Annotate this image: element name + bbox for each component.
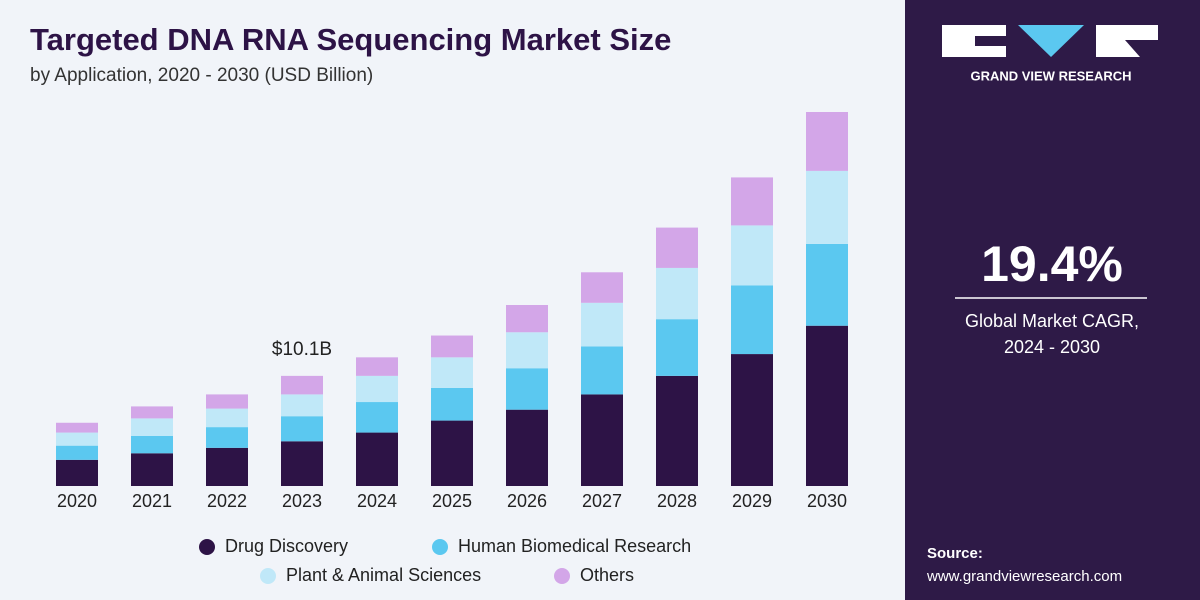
legend-label: Others — [580, 565, 634, 585]
bar-segment — [731, 225, 773, 286]
logo-v — [1018, 25, 1084, 57]
bar-segment — [431, 357, 473, 388]
bar-segment — [656, 267, 698, 320]
x-tick-label: 2021 — [132, 491, 172, 511]
bar-segment — [56, 459, 98, 486]
bar-segment — [281, 394, 323, 417]
legend-marker — [199, 539, 215, 555]
legend-label: Plant & Animal Sciences — [286, 565, 481, 585]
bar-segment — [506, 332, 548, 369]
bar-segment — [206, 394, 248, 409]
bar-segment — [206, 427, 248, 448]
bar-segment — [131, 453, 173, 486]
legend-marker — [554, 568, 570, 584]
bar-segment — [731, 285, 773, 355]
source-url: www.grandviewresearch.com — [926, 568, 1122, 585]
bar-segment — [206, 408, 248, 428]
source-title: Source: — [927, 545, 983, 562]
x-tick-label: 2026 — [507, 491, 547, 511]
chart-subtitle: by Application, 2020 - 2030 (USD Billion… — [30, 65, 373, 86]
brand-name: GRAND VIEW RESEARCH — [970, 68, 1131, 83]
x-tick-label: 2025 — [432, 491, 472, 511]
x-tick-label: 2023 — [282, 491, 322, 511]
bar-segment — [206, 447, 248, 486]
bar-segment — [656, 319, 698, 376]
bar-segment — [431, 387, 473, 421]
bar-segment — [356, 375, 398, 403]
bar-segment — [731, 354, 773, 486]
bar-segment — [581, 394, 623, 486]
x-tick-label: 2030 — [807, 491, 847, 511]
x-tick-label: 2020 — [57, 491, 97, 511]
bar-segment — [656, 227, 698, 268]
x-tick-label: 2028 — [657, 491, 697, 511]
logo-r-cut — [1125, 40, 1158, 57]
bar-segment — [281, 375, 323, 395]
logo: GRAND VIEW RESEARCH — [942, 25, 1158, 83]
bar-segment — [356, 357, 398, 376]
x-tick-label: 2024 — [357, 491, 397, 511]
bar-segment — [56, 422, 98, 433]
bar-segment — [506, 409, 548, 486]
sidebar-background — [905, 0, 1200, 600]
cagr-value: 19.4% — [981, 236, 1123, 292]
bar-segment — [581, 346, 623, 395]
annotation: $10.1B — [272, 339, 332, 360]
bar-segment — [806, 170, 848, 244]
x-tick-label: 2029 — [732, 491, 772, 511]
bar-segment — [281, 416, 323, 442]
x-tick-label: 2022 — [207, 491, 247, 511]
bar-segment — [131, 435, 173, 454]
bar-segment — [356, 402, 398, 433]
legend-label: Drug Discovery — [225, 536, 348, 556]
cagr-caption: Global Market CAGR, — [965, 311, 1139, 331]
bar-segment — [431, 420, 473, 486]
bar-segment — [731, 177, 773, 226]
bar-segment — [356, 432, 398, 486]
legend-label: Human Biomedical Research — [458, 536, 691, 556]
bar-segment — [806, 112, 848, 171]
bar-segment — [131, 418, 173, 436]
bar-segment — [506, 304, 548, 333]
bar-segment — [581, 272, 623, 303]
bar-segment — [281, 441, 323, 486]
logo-g-cut — [975, 36, 1006, 46]
bar-segment — [431, 335, 473, 358]
bar-segment — [806, 243, 848, 326]
x-tick-label: 2027 — [582, 491, 622, 511]
legend-marker — [260, 568, 276, 584]
bar-segment — [131, 406, 173, 419]
cagr-caption: 2024 - 2030 — [1004, 337, 1100, 357]
bar-segment — [56, 445, 98, 460]
chart-title: Targeted DNA RNA Sequencing Market Size — [30, 22, 671, 57]
bar-segment — [806, 325, 848, 486]
legend-marker — [432, 539, 448, 555]
bar-segment — [56, 432, 98, 446]
bar-segment — [656, 375, 698, 486]
bar-segment — [506, 368, 548, 410]
bar-segment — [581, 302, 623, 347]
